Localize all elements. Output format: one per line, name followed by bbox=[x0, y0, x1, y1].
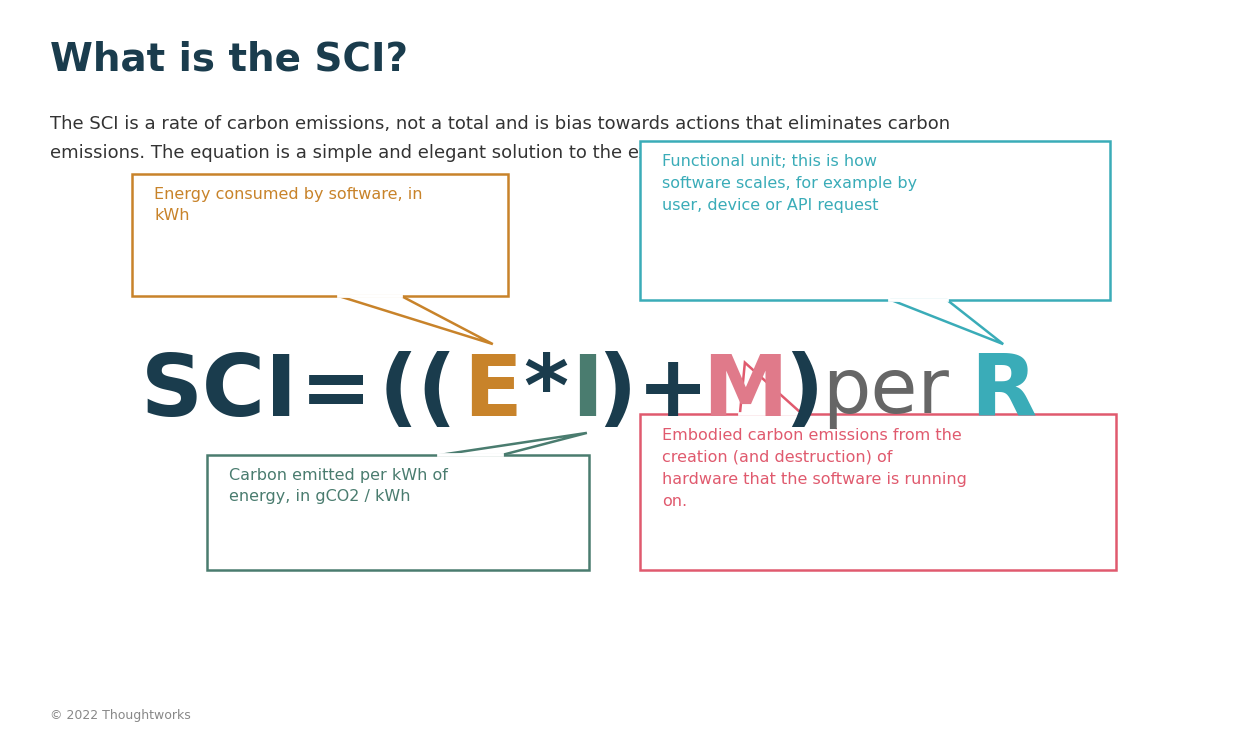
Text: I: I bbox=[571, 351, 603, 434]
Text: Functional unit; this is how
software scales, for example by
user, device or API: Functional unit; this is how software sc… bbox=[662, 154, 917, 213]
Text: M: M bbox=[702, 351, 788, 434]
FancyBboxPatch shape bbox=[640, 141, 1110, 300]
Text: E: E bbox=[464, 351, 522, 434]
Text: Carbon emitted per kWh of
energy, in gCO2 / kWh: Carbon emitted per kWh of energy, in gCO… bbox=[229, 468, 449, 505]
Text: ): ) bbox=[784, 351, 824, 434]
FancyBboxPatch shape bbox=[640, 414, 1116, 570]
Text: Embodied carbon emissions from the
creation (and destruction) of
hardware that t: Embodied carbon emissions from the creat… bbox=[662, 428, 967, 509]
Text: +: + bbox=[637, 351, 710, 434]
Text: R: R bbox=[971, 351, 1036, 434]
Text: © 2022 Thoughtworks: © 2022 Thoughtworks bbox=[50, 708, 191, 722]
Text: *: * bbox=[523, 351, 568, 434]
Text: The SCI is a rate of carbon emissions, not a total and is bias towards actions t: The SCI is a rate of carbon emissions, n… bbox=[50, 115, 951, 132]
Text: SCI: SCI bbox=[140, 351, 298, 434]
Text: =: = bbox=[300, 351, 372, 434]
Polygon shape bbox=[439, 433, 587, 455]
Text: ((: (( bbox=[379, 351, 456, 434]
Polygon shape bbox=[740, 363, 803, 414]
Text: emissions. The equation is a simple and elegant solution to the extremely comple: emissions. The equation is a simple and … bbox=[50, 144, 973, 162]
Text: per: per bbox=[821, 355, 949, 429]
Text: What is the SCI?: What is the SCI? bbox=[50, 41, 408, 78]
Text: Energy consumed by software, in
kWh: Energy consumed by software, in kWh bbox=[154, 187, 423, 223]
FancyBboxPatch shape bbox=[207, 455, 589, 570]
Text: ): ) bbox=[597, 351, 637, 434]
Polygon shape bbox=[339, 296, 493, 344]
FancyBboxPatch shape bbox=[132, 174, 508, 296]
Polygon shape bbox=[890, 300, 1003, 344]
